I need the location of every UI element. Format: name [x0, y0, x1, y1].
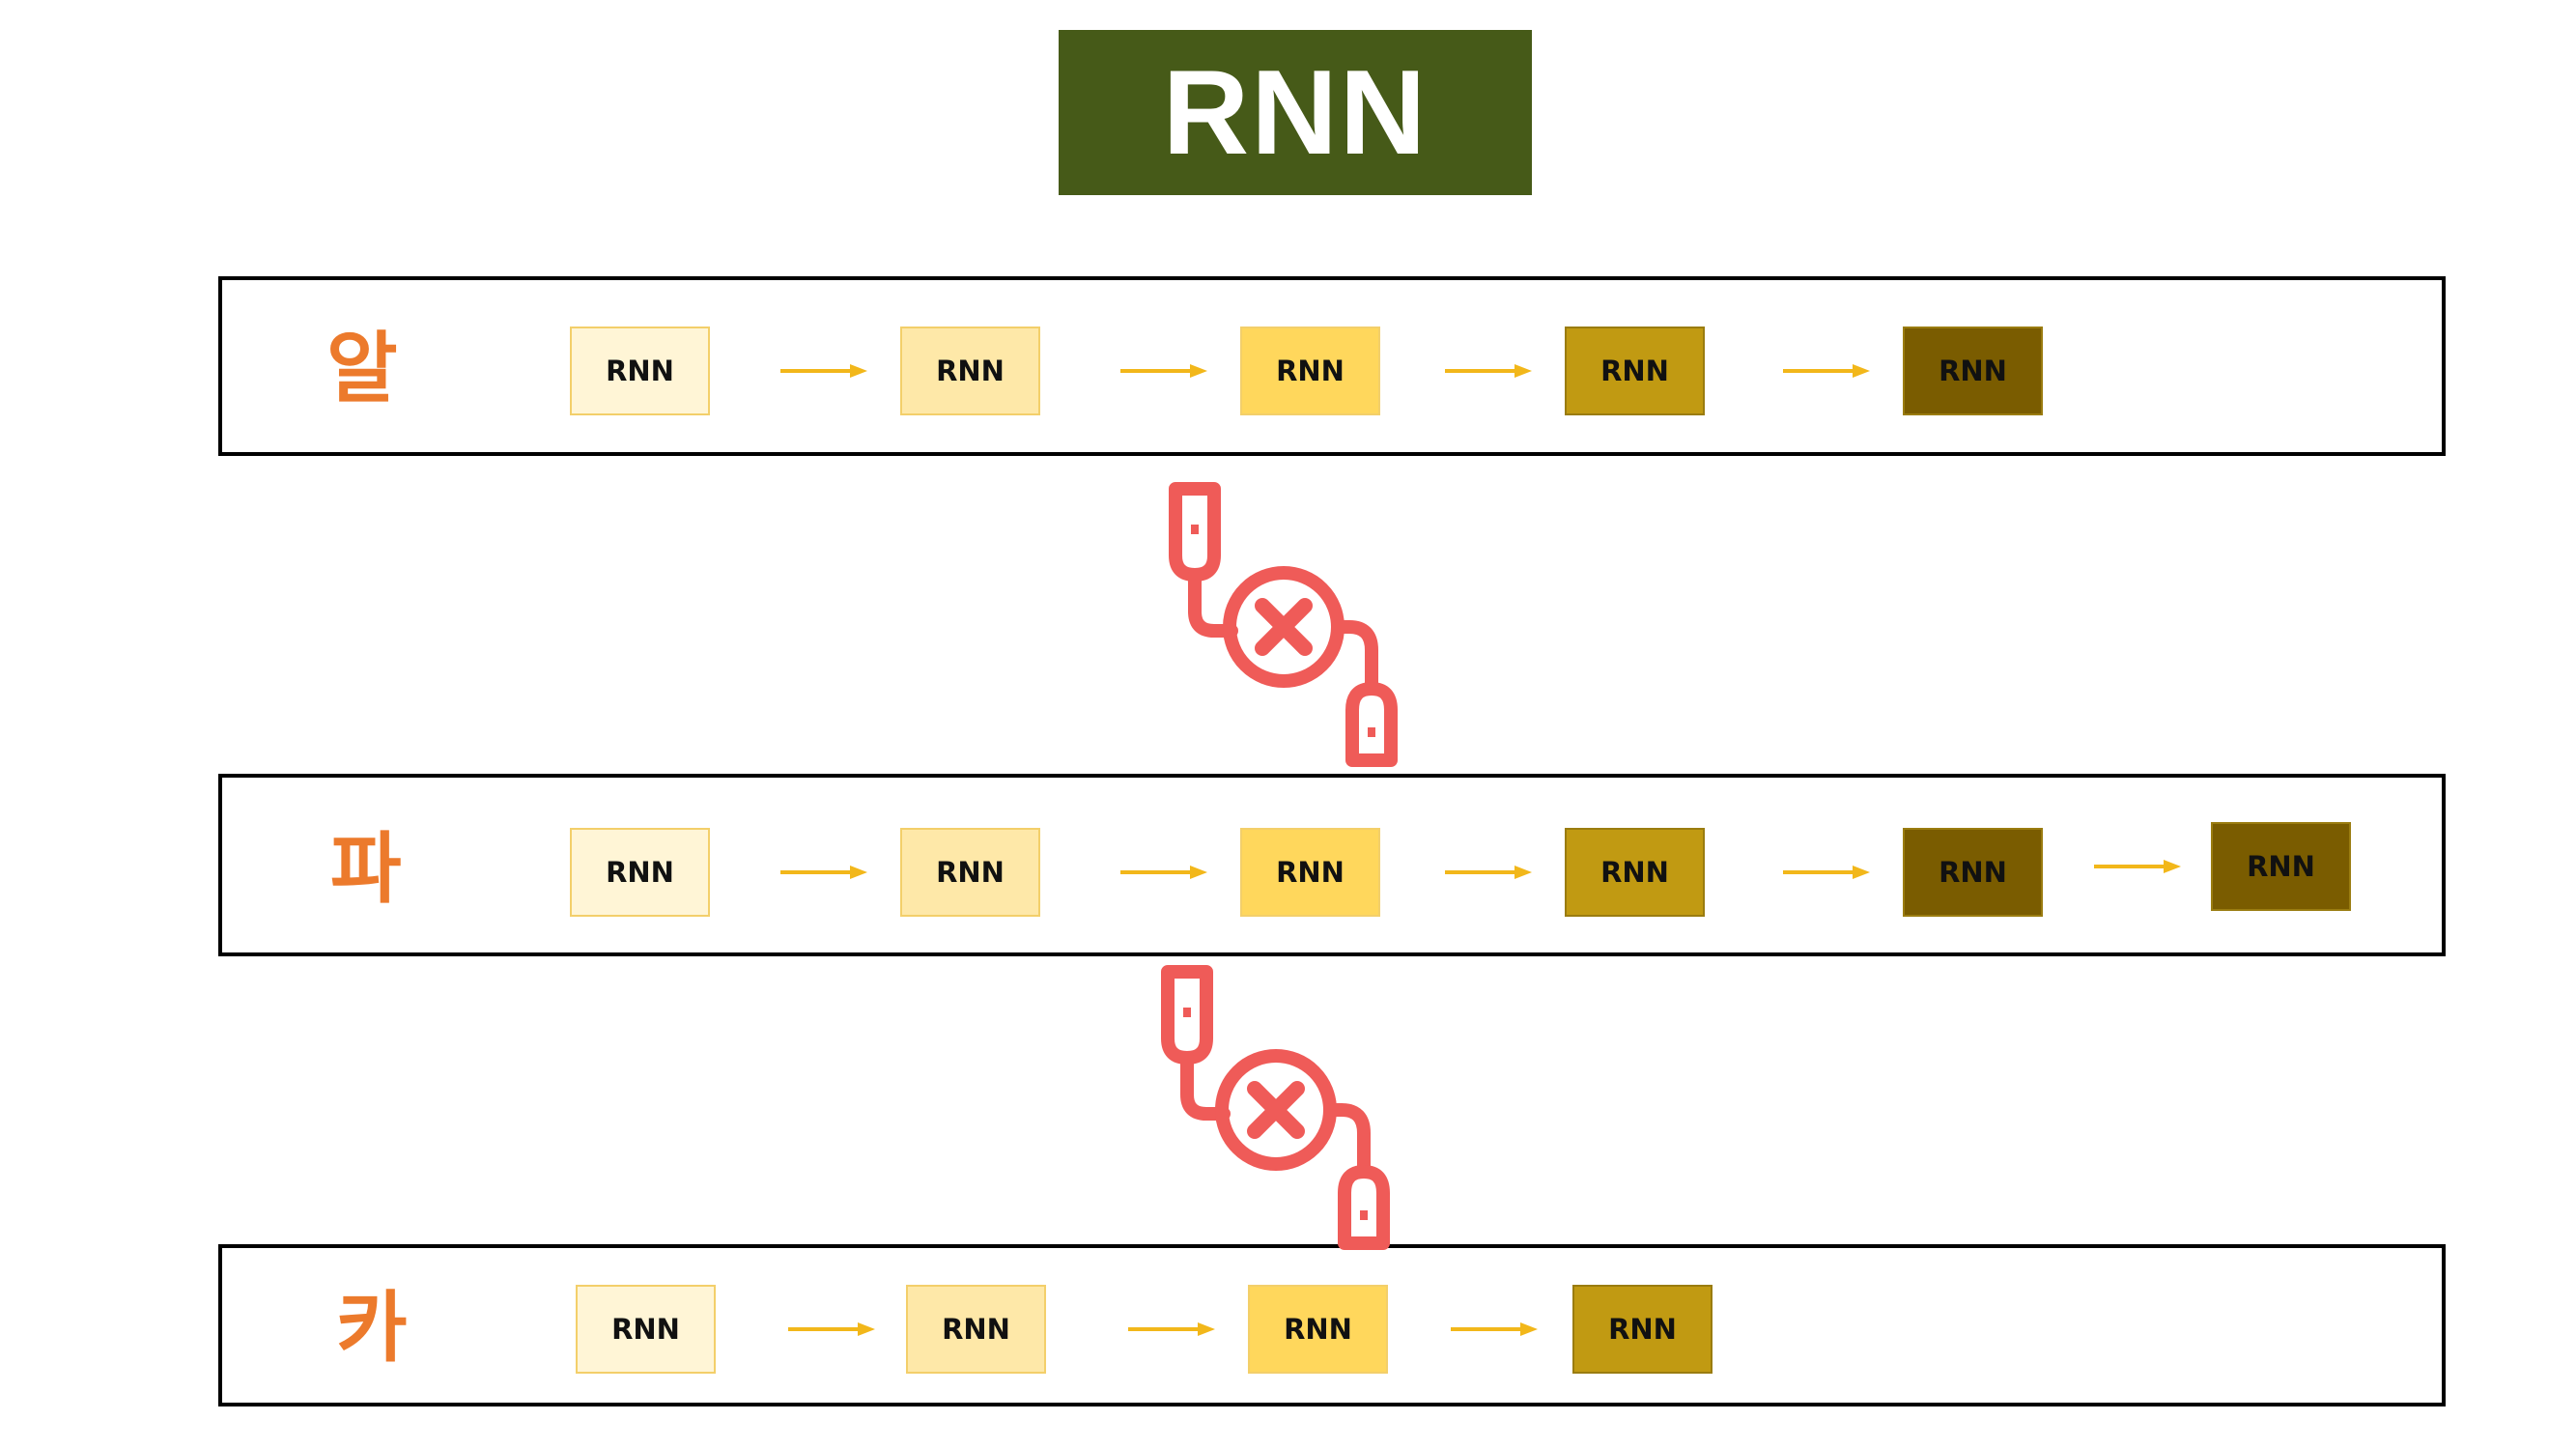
flow-arrow — [780, 866, 867, 879]
rnn-cell: RNN — [1565, 828, 1705, 917]
rnn-cell: RNN — [906, 1285, 1046, 1374]
flow-arrow — [1128, 1322, 1215, 1336]
rnn-cell: RNN — [570, 327, 710, 415]
rnn-cell: RNN — [900, 327, 1040, 415]
rnn-cell: RNN — [1248, 1285, 1388, 1374]
flow-arrow — [1451, 1322, 1538, 1336]
rnn-cell: RNN — [570, 828, 710, 917]
disconnected-cable-icon — [1169, 482, 1398, 767]
row-label: 카 — [336, 1283, 408, 1373]
flow-arrow — [1783, 866, 1870, 879]
flow-arrow — [1445, 866, 1532, 879]
diagram-title: RNN — [1162, 45, 1429, 180]
sequence-row-3: 카 RNN RNN RNN RNN — [218, 1244, 2446, 1406]
sequence-row-1: 알 RNN RNN RNN RNN RNN — [218, 276, 2446, 456]
flow-arrow — [780, 364, 867, 378]
flow-arrow — [1783, 364, 1870, 378]
flow-arrow — [788, 1322, 875, 1336]
sequence-row-2: 파 RNN RNN RNN RNN RNN RNN — [218, 774, 2446, 956]
row-label: 파 — [330, 824, 402, 914]
row-label: 알 — [326, 324, 398, 413]
rnn-cell: RNN — [2211, 822, 2351, 911]
rnn-cell: RNN — [1903, 327, 2043, 415]
flow-arrow — [1120, 866, 1207, 879]
disconnected-cable-icon — [1161, 965, 1390, 1250]
rnn-cell: RNN — [576, 1285, 716, 1374]
rnn-cell: RNN — [1903, 828, 2043, 917]
flow-arrow — [1445, 364, 1532, 378]
rnn-cell: RNN — [1240, 327, 1380, 415]
rnn-cell: RNN — [1565, 327, 1705, 415]
flow-arrow — [1120, 364, 1207, 378]
flow-arrow — [2094, 860, 2181, 873]
rnn-cell: RNN — [900, 828, 1040, 917]
rnn-cell: RNN — [1572, 1285, 1713, 1374]
title-box: RNN — [1059, 30, 1532, 195]
rnn-cell: RNN — [1240, 828, 1380, 917]
